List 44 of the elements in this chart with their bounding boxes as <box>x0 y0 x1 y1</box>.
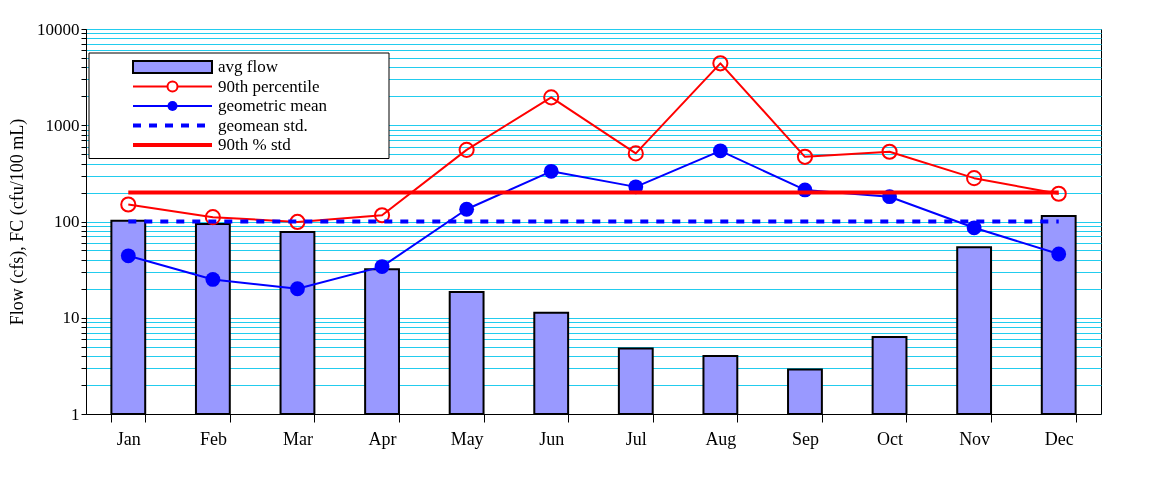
point <box>712 55 729 72</box>
legend-label: 90th % std <box>218 135 292 154</box>
legend-label: geometric mean <box>218 96 328 115</box>
point <box>120 196 137 213</box>
x-tick-label: Dec <box>1044 428 1074 449</box>
point <box>290 281 305 297</box>
point <box>1051 246 1067 262</box>
x-tick-label: Sep <box>791 428 819 449</box>
x-tick-label: Jul <box>625 428 647 449</box>
point <box>459 201 475 217</box>
y-tick-label: 10000 <box>37 19 80 39</box>
point <box>712 143 728 159</box>
point <box>289 213 306 230</box>
legend-label: avg flow <box>218 57 279 76</box>
point <box>966 170 983 187</box>
point <box>796 148 814 165</box>
point <box>627 145 644 162</box>
point <box>881 143 898 160</box>
y-axis-title: Flow (cfs), FC (cfu/100 mL) <box>7 118 28 326</box>
x-tick-label: Jun <box>539 428 565 449</box>
x-tick-label: Oct <box>877 428 904 449</box>
point <box>120 248 136 264</box>
x-tick-label: Aug <box>705 428 737 449</box>
point <box>543 89 560 106</box>
x-tick-label: May <box>450 428 484 449</box>
point <box>204 209 221 226</box>
y-tick-label: 1000 <box>45 115 80 135</box>
x-tick-label: Feb <box>199 428 227 449</box>
legend-label: 90th percentile <box>218 76 320 96</box>
point <box>1050 185 1067 202</box>
point <box>374 259 390 274</box>
y-tick-label: 10 <box>62 308 80 328</box>
y-tick-label: 100 <box>54 212 80 231</box>
y-tick-label: 1 <box>71 404 80 424</box>
x-tick-label: Mar <box>282 428 313 449</box>
point <box>373 207 391 224</box>
point <box>543 163 559 179</box>
point <box>205 272 221 287</box>
x-tick-label: Nov <box>959 428 991 449</box>
legend-label: geomean std. <box>218 115 308 135</box>
point <box>458 141 475 158</box>
x-tick-label: Jan <box>116 428 141 449</box>
point <box>966 220 982 236</box>
x-tick-label: Apr <box>368 428 397 449</box>
